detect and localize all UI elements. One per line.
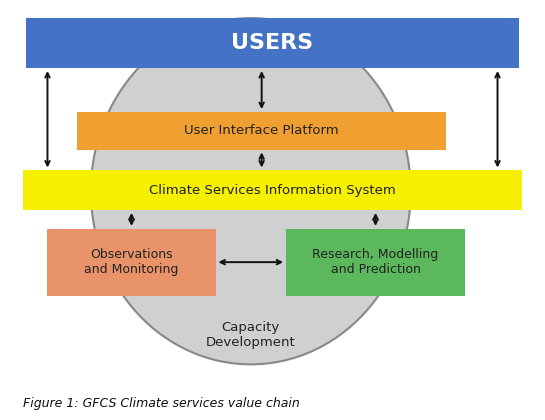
FancyBboxPatch shape — [23, 171, 522, 210]
Text: USERS: USERS — [232, 33, 313, 53]
Ellipse shape — [91, 18, 411, 365]
Text: Climate Services Information System: Climate Services Information System — [149, 184, 396, 197]
Text: Capacity
Development: Capacity Development — [206, 321, 296, 349]
FancyBboxPatch shape — [286, 229, 465, 296]
FancyBboxPatch shape — [47, 229, 216, 296]
Text: Figure 1: GFCS Climate services value chain: Figure 1: GFCS Climate services value ch… — [23, 397, 300, 410]
Text: Observations
and Monitoring: Observations and Monitoring — [84, 248, 179, 276]
FancyBboxPatch shape — [26, 18, 519, 68]
Text: Research, Modelling
and Prediction: Research, Modelling and Prediction — [312, 248, 439, 276]
FancyBboxPatch shape — [77, 112, 446, 150]
Text: User Interface Platform: User Interface Platform — [184, 124, 339, 137]
